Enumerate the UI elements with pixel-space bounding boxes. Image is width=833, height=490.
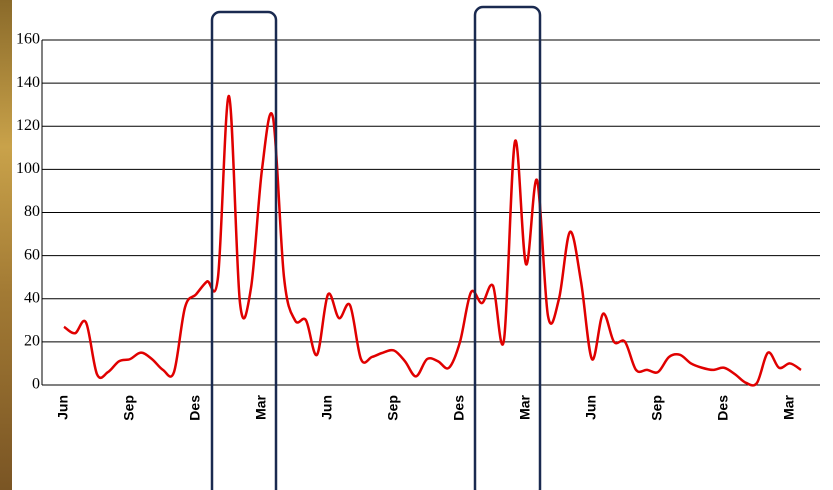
y-tick-label: 0 [32,376,40,393]
x-tick-label: Mar [517,394,533,419]
texture-strip [0,0,12,490]
highlight-box [210,10,278,490]
y-tick-label: 140 [16,74,40,91]
y-tick-label: 40 [24,289,40,306]
x-tick-label: Jun [583,395,599,420]
x-tick-label: Jun [55,395,71,420]
y-tick-label: 160 [16,31,40,48]
y-tick-label: 80 [24,203,40,220]
y-tick-label: 20 [24,333,40,350]
x-tick-label: Mar [781,394,797,419]
x-tick-label: Sep [121,395,137,421]
x-tick-label: Des [715,395,731,421]
y-tick-label: 60 [24,246,40,263]
x-tick-label: Jun [319,395,335,420]
highlight-box [473,5,542,490]
x-tick-label: Mar [253,394,269,419]
y-tick-label: 100 [16,160,40,177]
x-tick-label: Des [451,395,467,421]
x-tick-label: Sep [649,395,665,421]
data-line [63,94,802,387]
x-tick-label: Sep [385,395,401,421]
x-tick-label: Des [187,395,203,421]
y-tick-label: 120 [16,117,40,134]
